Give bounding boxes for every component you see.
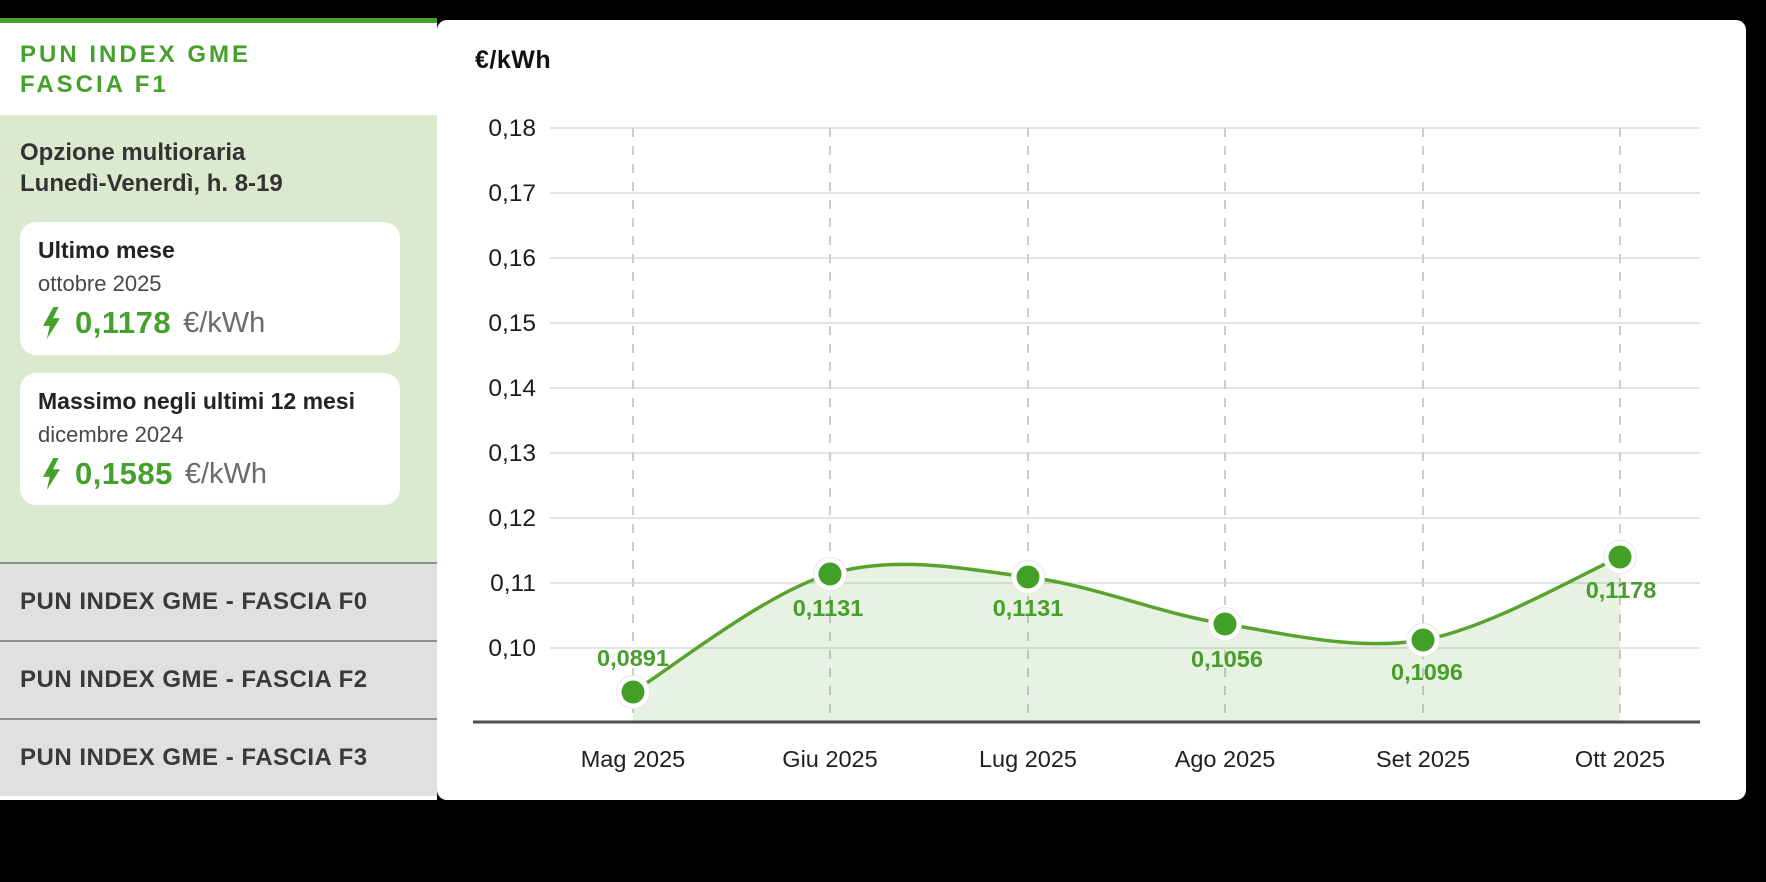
card-value: 0,1585	[75, 456, 173, 491]
tab-fascia-f3[interactable]: PUN INDEX GME - FASCIA F3	[0, 718, 437, 796]
card-value-row: 0,1585 €/kWh	[38, 456, 382, 492]
svg-text:0,11: 0,11	[490, 570, 536, 597]
option-subtitle-line2: Lunedì-Venerdì, h. 8-19	[20, 170, 283, 197]
fascia-tabs: PUN INDEX GME - FASCIA F0 PUN INDEX GME …	[0, 562, 437, 800]
svg-text:0,17: 0,17	[488, 180, 536, 207]
chart-unit-label: €/kWh	[475, 46, 552, 74]
sidebar: PUN INDEX GME FASCIA F1 Opzione multiora…	[0, 18, 437, 800]
sidebar-option-section: Opzione multioraria Lunedì-Venerdì, h. 8…	[0, 115, 437, 562]
svg-text:Set 2025: Set 2025	[1376, 746, 1470, 772]
svg-text:0,18: 0,18	[488, 115, 536, 142]
svg-text:0,1131: 0,1131	[993, 595, 1064, 621]
svg-text:0,10: 0,10	[488, 635, 536, 662]
card-period: dicembre 2024	[38, 422, 184, 447]
svg-text:0,1096: 0,1096	[1391, 659, 1463, 685]
card-period: ottobre 2025	[38, 271, 162, 296]
svg-text:0,0891: 0,0891	[597, 645, 669, 671]
svg-text:Ago 2025: Ago 2025	[1175, 746, 1276, 772]
svg-text:0,14: 0,14	[488, 375, 536, 402]
tab-label: PUN INDEX GME - FASCIA F0	[20, 588, 368, 615]
svg-text:Lug 2025: Lug 2025	[979, 746, 1077, 772]
svg-text:Mag 2025: Mag 2025	[581, 746, 686, 772]
line-chart: 0,18 0,17 0,16 0,15 0,14 0,13 0,12 0,11 0,10 Mag …	[473, 115, 1700, 772]
sidebar-accent-border	[0, 18, 437, 23]
chart-panel: 0,18 0,17 0,16 0,15 0,14 0,13 0,12 0,11 0,10 Mag …	[437, 20, 1746, 800]
option-subtitle: Opzione multioraria Lunedì-Venerdì, h. 8…	[20, 137, 283, 199]
svg-text:0,13: 0,13	[488, 440, 536, 467]
svg-text:0,16: 0,16	[488, 245, 536, 272]
svg-text:0,1178: 0,1178	[1586, 577, 1657, 603]
max-12-months-card: Massimo negli ultimi 12 mesi dicembre 20…	[20, 373, 400, 505]
card-unit: €/kWh	[184, 457, 268, 490]
svg-text:0,15: 0,15	[488, 310, 536, 337]
lightning-icon	[43, 306, 60, 340]
svg-text:Ott 2025: Ott 2025	[1575, 746, 1665, 772]
card-title: Ultimo mese	[38, 237, 175, 263]
svg-text:0,1131: 0,1131	[793, 595, 864, 621]
card-value: 0,1178	[75, 305, 172, 340]
svg-text:Giu 2025: Giu 2025	[782, 746, 877, 772]
svg-text:0,1056: 0,1056	[1191, 646, 1263, 672]
latest-month-card: Ultimo mese ottobre 2025 0,1178 €/kWh	[20, 222, 400, 355]
card-title: Massimo negli ultimi 12 mesi	[38, 388, 355, 414]
tab-fascia-f0[interactable]: PUN INDEX GME - FASCIA F0	[0, 562, 437, 640]
svg-text:0,12: 0,12	[488, 505, 536, 532]
option-subtitle-line1: Opzione multioraria	[20, 139, 246, 166]
tab-fascia-f2[interactable]: PUN INDEX GME - FASCIA F2	[0, 640, 437, 718]
card-value-row: 0,1178 €/kWh	[38, 305, 382, 341]
card-unit: €/kWh	[183, 306, 266, 339]
lightning-icon	[43, 457, 60, 491]
page-title-line1: PUN INDEX GME	[20, 41, 252, 68]
sidebar-header: PUN INDEX GME FASCIA F1	[0, 23, 437, 115]
tab-label: PUN INDEX GME - FASCIA F2	[20, 666, 368, 693]
tab-label: PUN INDEX GME - FASCIA F3	[20, 744, 368, 771]
page-title-line2: FASCIA F1	[20, 71, 169, 98]
page-title: PUN INDEX GME FASCIA F1	[20, 40, 251, 100]
